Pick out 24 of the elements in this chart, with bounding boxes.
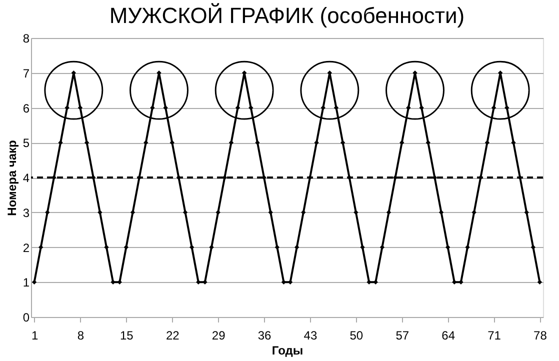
x-tick-label: 22	[166, 328, 180, 342]
x-tick-label: 29	[212, 328, 226, 342]
y-tick-label: 7	[22, 66, 30, 80]
y-tick-label: 3	[22, 206, 30, 220]
chart-title: МУЖСКОЙ ГРАФИК (особенности)	[109, 3, 465, 28]
y-tick-label: 8	[22, 32, 30, 46]
x-tick-label: 57	[396, 328, 410, 342]
y-tick-label: 5	[22, 136, 30, 150]
x-tick-label: 1	[31, 328, 38, 342]
x-axis-title: Годы	[272, 344, 304, 358]
x-tick-label: 8	[77, 328, 84, 342]
y-tick-label: 6	[22, 101, 30, 116]
y-axis-title: Номера чакр	[4, 140, 19, 216]
x-tick-label: 50	[350, 328, 364, 342]
x-tick-label: 71	[488, 328, 502, 342]
y-tick-label: 4	[22, 171, 30, 185]
y-tick-label: 0	[22, 310, 30, 324]
x-tick-label: 64	[442, 328, 456, 342]
x-tick-label: 78	[534, 328, 548, 342]
y-tick-label: 1	[22, 276, 30, 290]
x-tick-label: 15	[120, 328, 134, 342]
y-tick-label: 2	[22, 240, 30, 255]
x-tick-label: 43	[304, 328, 318, 342]
x-tick-label: 36	[258, 328, 272, 342]
